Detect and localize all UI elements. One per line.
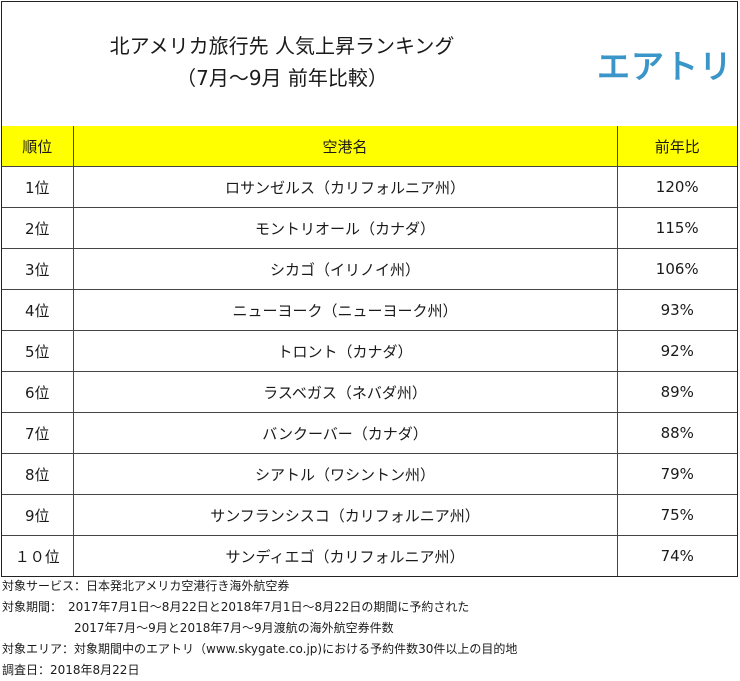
note-area: 対象エリア：対象期間中のエアトリ（www.skygate.co.jp)における予… [2,642,518,656]
rank-cell: 7位 [2,412,74,454]
table-header-row: 順位 空港名 前年比 [2,126,737,167]
table-row: 5位 トロント（カナダ） 92% [2,330,737,372]
table-row: １０位 サンディエゴ（カリフォルニア州） 74% [2,535,737,576]
ranking-frame: 北アメリカ旅行先 人気上昇ランキング （7月～9月 前年比較） エアトリ 順位 … [1,1,738,577]
table-row: 7位 バンクーバー（カナダ） 88% [2,412,737,454]
rank-cell: 8位 [2,453,74,495]
table-row: 2位 モントリオール（カナダ） 115% [2,207,737,249]
airport-cell: ロサンゼルス（カリフォルニア州） [72,166,618,208]
airport-cell: シアトル（ワシントン州） [72,453,618,495]
rank-cell: 3位 [2,248,74,290]
column-header-yoy: 前年比 [616,126,737,167]
airport-cell: ラスベガス（ネバダ州） [72,371,618,413]
note-survey-date: 調査日：2018年8月22日 [2,663,140,677]
airport-cell: バンクーバー（カナダ） [72,412,618,454]
table-row: 4位 ニューヨーク（ニューヨーク州） 93% [2,289,737,331]
airport-cell: モントリオール（カナダ） [72,207,618,249]
note-period-continued: 2017年7月～9月と2018年7月～9月渡航の海外航空券件数 [74,621,394,635]
airport-cell: トロント（カナダ） [72,330,618,372]
yoy-cell: 115% [616,207,737,249]
title-line-1: 北アメリカ旅行先 人気上昇ランキング [109,34,455,58]
airport-cell: サンディエゴ（カリフォルニア州） [72,535,618,576]
yoy-cell: 92% [616,330,737,372]
table-row: 3位 シカゴ（イリノイ州） 106% [2,248,737,290]
header: 北アメリカ旅行先 人気上昇ランキング （7月～9月 前年比較） エアトリ [2,2,737,127]
yoy-cell: 120% [616,166,737,208]
airtrip-logo: エアトリ [597,47,733,86]
title-line-2: （7月～9月 前年比較） [176,66,388,90]
footnotes: 対象サービス：日本発北アメリカ空港行き海外航空券 対象期間： 2017年7月1日… [2,576,738,681]
note-service: 対象サービス：日本発北アメリカ空港行き海外航空券 [2,579,290,593]
rank-cell: 9位 [2,494,74,536]
table-row: 6位 ラスベガス（ネバダ州） 89% [2,371,737,413]
table-row: 9位 サンフランシスコ（カリフォルニア州） 75% [2,494,737,536]
yoy-cell: 93% [616,289,737,331]
yoy-cell: 89% [616,371,737,413]
yoy-cell: 74% [616,535,737,576]
note-period: 対象期間： 2017年7月1日～8月22日と2018年7月1日～8月22日の期間… [2,600,470,614]
table-row: 8位 シアトル（ワシントン州） 79% [2,453,737,495]
rank-cell: 5位 [2,330,74,372]
rank-cell: 6位 [2,371,74,413]
page-title: 北アメリカ旅行先 人気上昇ランキング （7月～9月 前年比較） [72,30,492,94]
column-header-rank: 順位 [2,126,74,167]
yoy-cell: 106% [616,248,737,290]
rank-cell: １０位 [2,535,74,576]
rank-cell: 2位 [2,207,74,249]
rank-cell: 4位 [2,289,74,331]
table-row: 1位 ロサンゼルス（カリフォルニア州） 120% [2,166,737,208]
rank-cell: 1位 [2,166,74,208]
yoy-cell: 75% [616,494,737,536]
yoy-cell: 88% [616,412,737,454]
yoy-cell: 79% [616,453,737,495]
column-header-airport: 空港名 [72,126,618,167]
airport-cell: ニューヨーク（ニューヨーク州） [72,289,618,331]
airport-cell: シカゴ（イリノイ州） [72,248,618,290]
airport-cell: サンフランシスコ（カリフォルニア州） [72,494,618,536]
ranking-table: 順位 空港名 前年比 1位 ロサンゼルス（カリフォルニア州） 120% 2位 モ… [2,126,737,576]
